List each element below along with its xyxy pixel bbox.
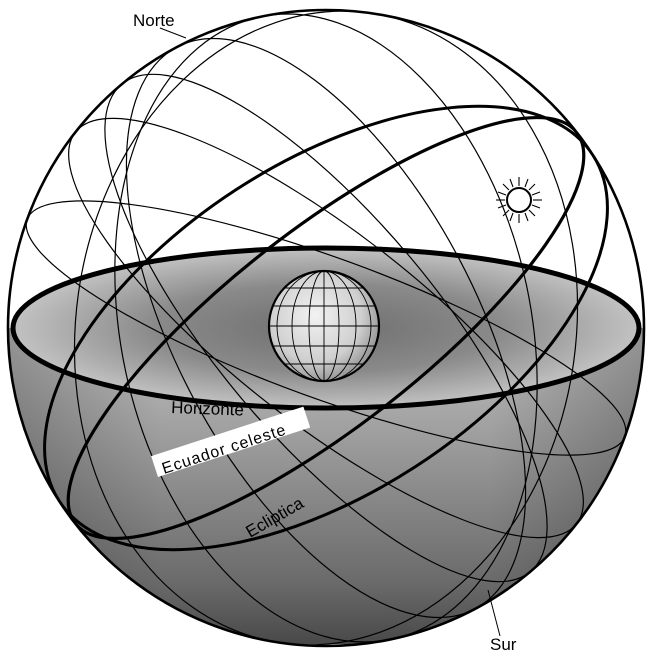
celestial-sphere-outline [6,8,646,648]
north-label: Norte [133,11,175,30]
south-pointer [487,589,501,637]
south-label: Sur [490,635,517,654]
earth-globe-icon [267,269,381,383]
sun-icon [496,177,542,223]
horizon-label: Horizonte [171,398,244,420]
equator-label-background [151,406,311,477]
north-pointer [159,27,187,39]
